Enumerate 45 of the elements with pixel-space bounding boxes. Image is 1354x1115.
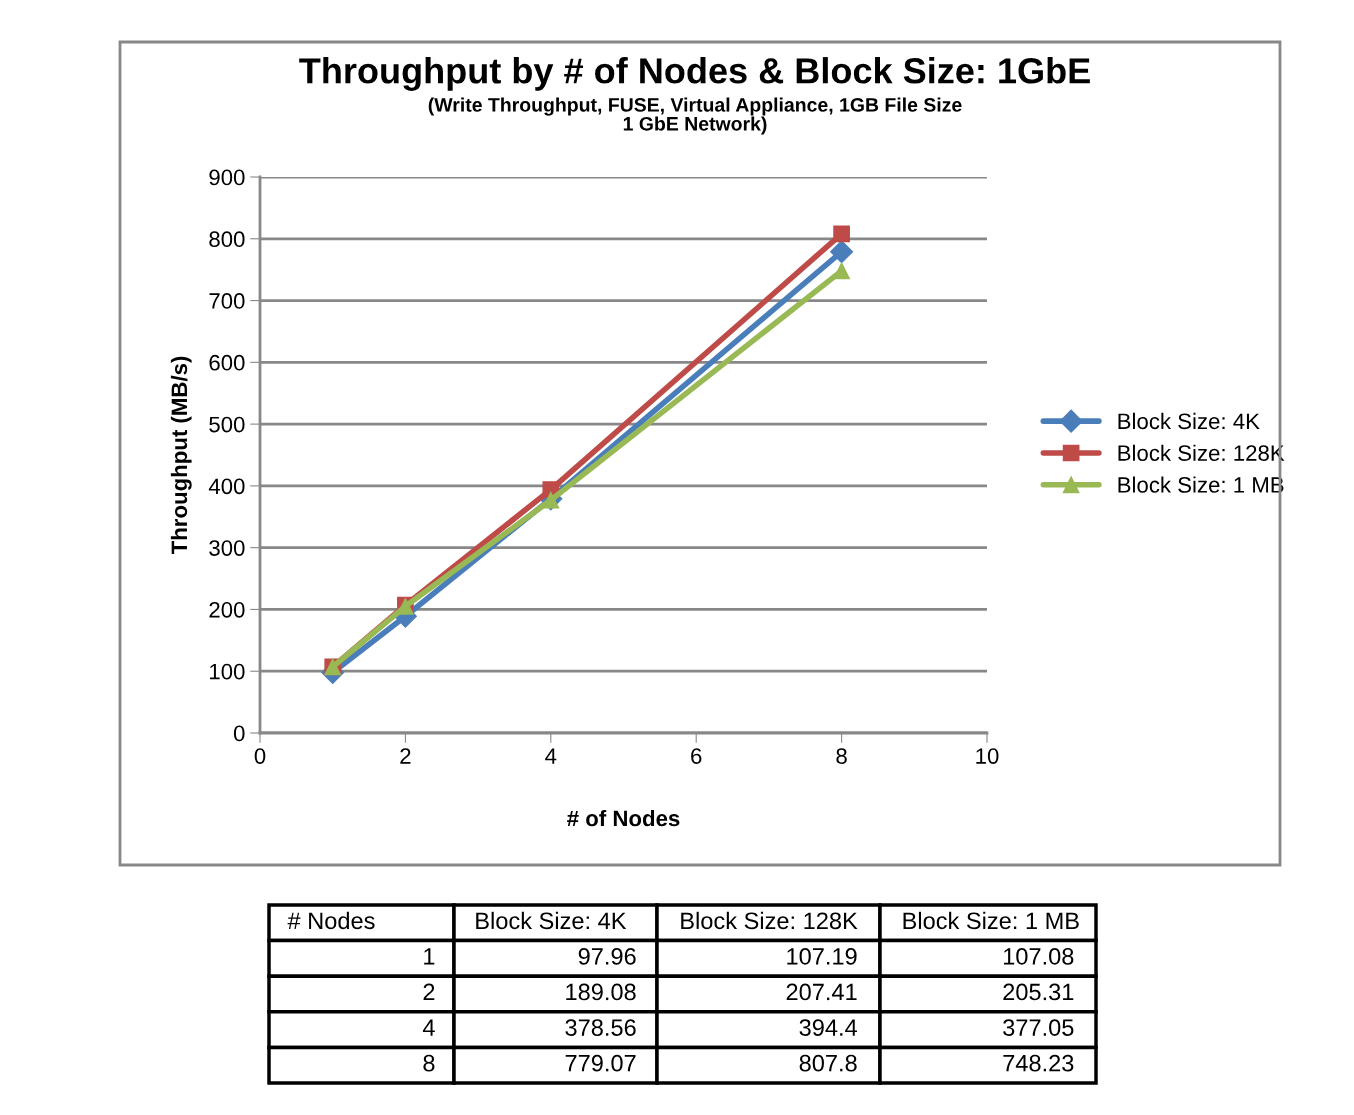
x-tick-label: 10 (976, 748, 999, 764)
data-label: 748.23 (1003, 1054, 1074, 1072)
y-axis-title: Throughput (MB/s) (170, 356, 192, 555)
chart-subtitle: (Write Throughput, FUSE, Virtual Appliance, 1GB File Size 1 GbE Network) (428, 97, 962, 135)
x-tick-label: 2 (400, 748, 411, 764)
y-tick-label: 200 (209, 601, 245, 618)
category-label: 4 (422, 1019, 435, 1036)
x-axis-title: # of Nodes (567, 809, 680, 827)
point (833, 262, 850, 280)
data-label: 779.07 (565, 1054, 636, 1072)
y-tick-label: 100 (210, 663, 245, 680)
x-tick-label: 4 (545, 748, 557, 764)
x-tick-label: 8 (836, 748, 847, 764)
series-label: Block Size: 128K (681, 911, 858, 930)
legend-label: Block Size: 128K (1118, 444, 1285, 461)
series-label: Block Size: 4K (476, 911, 627, 930)
data-label: 189.08 (566, 983, 636, 1001)
category-label: 2 (423, 983, 435, 1001)
data-label: 394.4 (799, 1019, 858, 1036)
y-tick-label: 300 (209, 540, 245, 556)
category-label: 8 (423, 1054, 435, 1072)
point (830, 240, 854, 264)
data-label: 378.56 (565, 1019, 636, 1036)
y-tick-label: 500 (209, 416, 245, 433)
legend-label: Block Size: 4K (1118, 412, 1260, 430)
y-tick-label: 700 (209, 293, 245, 309)
y-tick-label: 800 (209, 231, 245, 248)
y-tick-label: 400 (208, 478, 245, 495)
data-label: 107.08 (1003, 948, 1074, 965)
text: # Nodes (287, 911, 375, 930)
chart-title: Throughput by # of Nodes & Block Size: 1GbE (299, 57, 1090, 91)
data-label: 107.19 (787, 948, 857, 965)
x-tick-label: 6 (691, 748, 702, 764)
series-label: Block Size: 1 MB (903, 911, 1079, 930)
point (833, 225, 850, 243)
y-tick-label: 900 (209, 169, 245, 186)
y-tick-label: 600 (209, 354, 245, 371)
y-tick-label: 0 (233, 725, 245, 742)
data-label: 207.41 (786, 983, 857, 1001)
data-label: 807.8 (799, 1054, 857, 1072)
data-label: 377.05 (1003, 1019, 1074, 1036)
data-label: 205.31 (1003, 983, 1074, 1001)
x-tick-label: 0 (254, 748, 266, 764)
data-label: 97.96 (578, 948, 636, 965)
category-label: 1 (424, 948, 435, 965)
